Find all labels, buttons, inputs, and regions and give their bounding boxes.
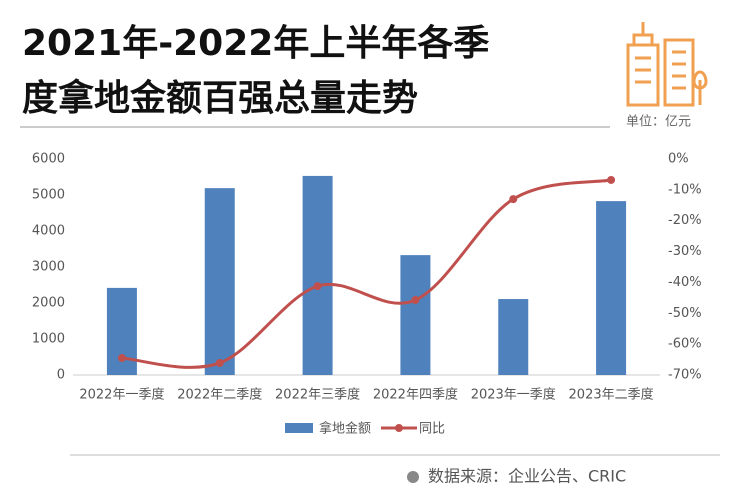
icon	[626, 22, 708, 107]
chart-title: 度拿地金额百强总量走势	[22, 77, 418, 119]
source: 数据来源：企业公告、CRIC	[428, 467, 626, 486]
y2-tick-label: -10%	[668, 182, 702, 197]
chart-title: 2021年-2022年上半年各季	[22, 23, 489, 64]
legend-label: 同比	[419, 422, 445, 437]
x-tick-label: 2022年三季度	[275, 387, 360, 403]
y-tick-label: 3000	[32, 260, 65, 275]
legend-label: 拿地金额	[319, 421, 371, 437]
bar	[302, 175, 333, 375]
line-marker	[313, 282, 322, 291]
bar	[400, 255, 431, 375]
x-tick-label: 2023年一季度	[471, 387, 556, 403]
y-tick-label: 4000	[32, 224, 65, 239]
unit: 单位：亿元	[626, 115, 691, 130]
x-tick-label: 2022年一季度	[79, 387, 164, 403]
x-tick-label: 2022年四季度	[373, 387, 458, 403]
y2-tick-label: -20%	[668, 213, 702, 228]
line-marker	[509, 195, 518, 204]
x-tick-label: 2022年二季度	[177, 387, 262, 403]
bar	[498, 299, 529, 375]
y2-tick-label: -30%	[668, 244, 702, 259]
line	[121, 178, 612, 369]
y-tick-label: 2000	[32, 296, 65, 311]
line-marker	[411, 296, 420, 305]
y2-tick-label: -50%	[668, 306, 702, 321]
y-tick-label: 5000	[32, 188, 65, 203]
source-dot	[407, 471, 419, 483]
y-tick-label: 0	[57, 368, 65, 383]
line-marker	[215, 358, 224, 367]
legend-swatch	[285, 423, 313, 433]
x-tick-label: 2023年二季度	[569, 387, 654, 403]
legend-swatch	[395, 424, 403, 432]
bar	[204, 188, 235, 375]
y2-tick-label: -70%	[668, 368, 702, 383]
line-marker	[607, 175, 616, 184]
y-tick-label: 1000	[32, 332, 65, 347]
y2-tick-label: -60%	[668, 337, 702, 352]
line-marker	[117, 354, 126, 363]
bar	[596, 201, 627, 375]
y-tick-label: 6000	[32, 152, 65, 167]
y2-tick-label: -40%	[668, 275, 702, 290]
y2-tick-label: 0%	[668, 152, 689, 167]
